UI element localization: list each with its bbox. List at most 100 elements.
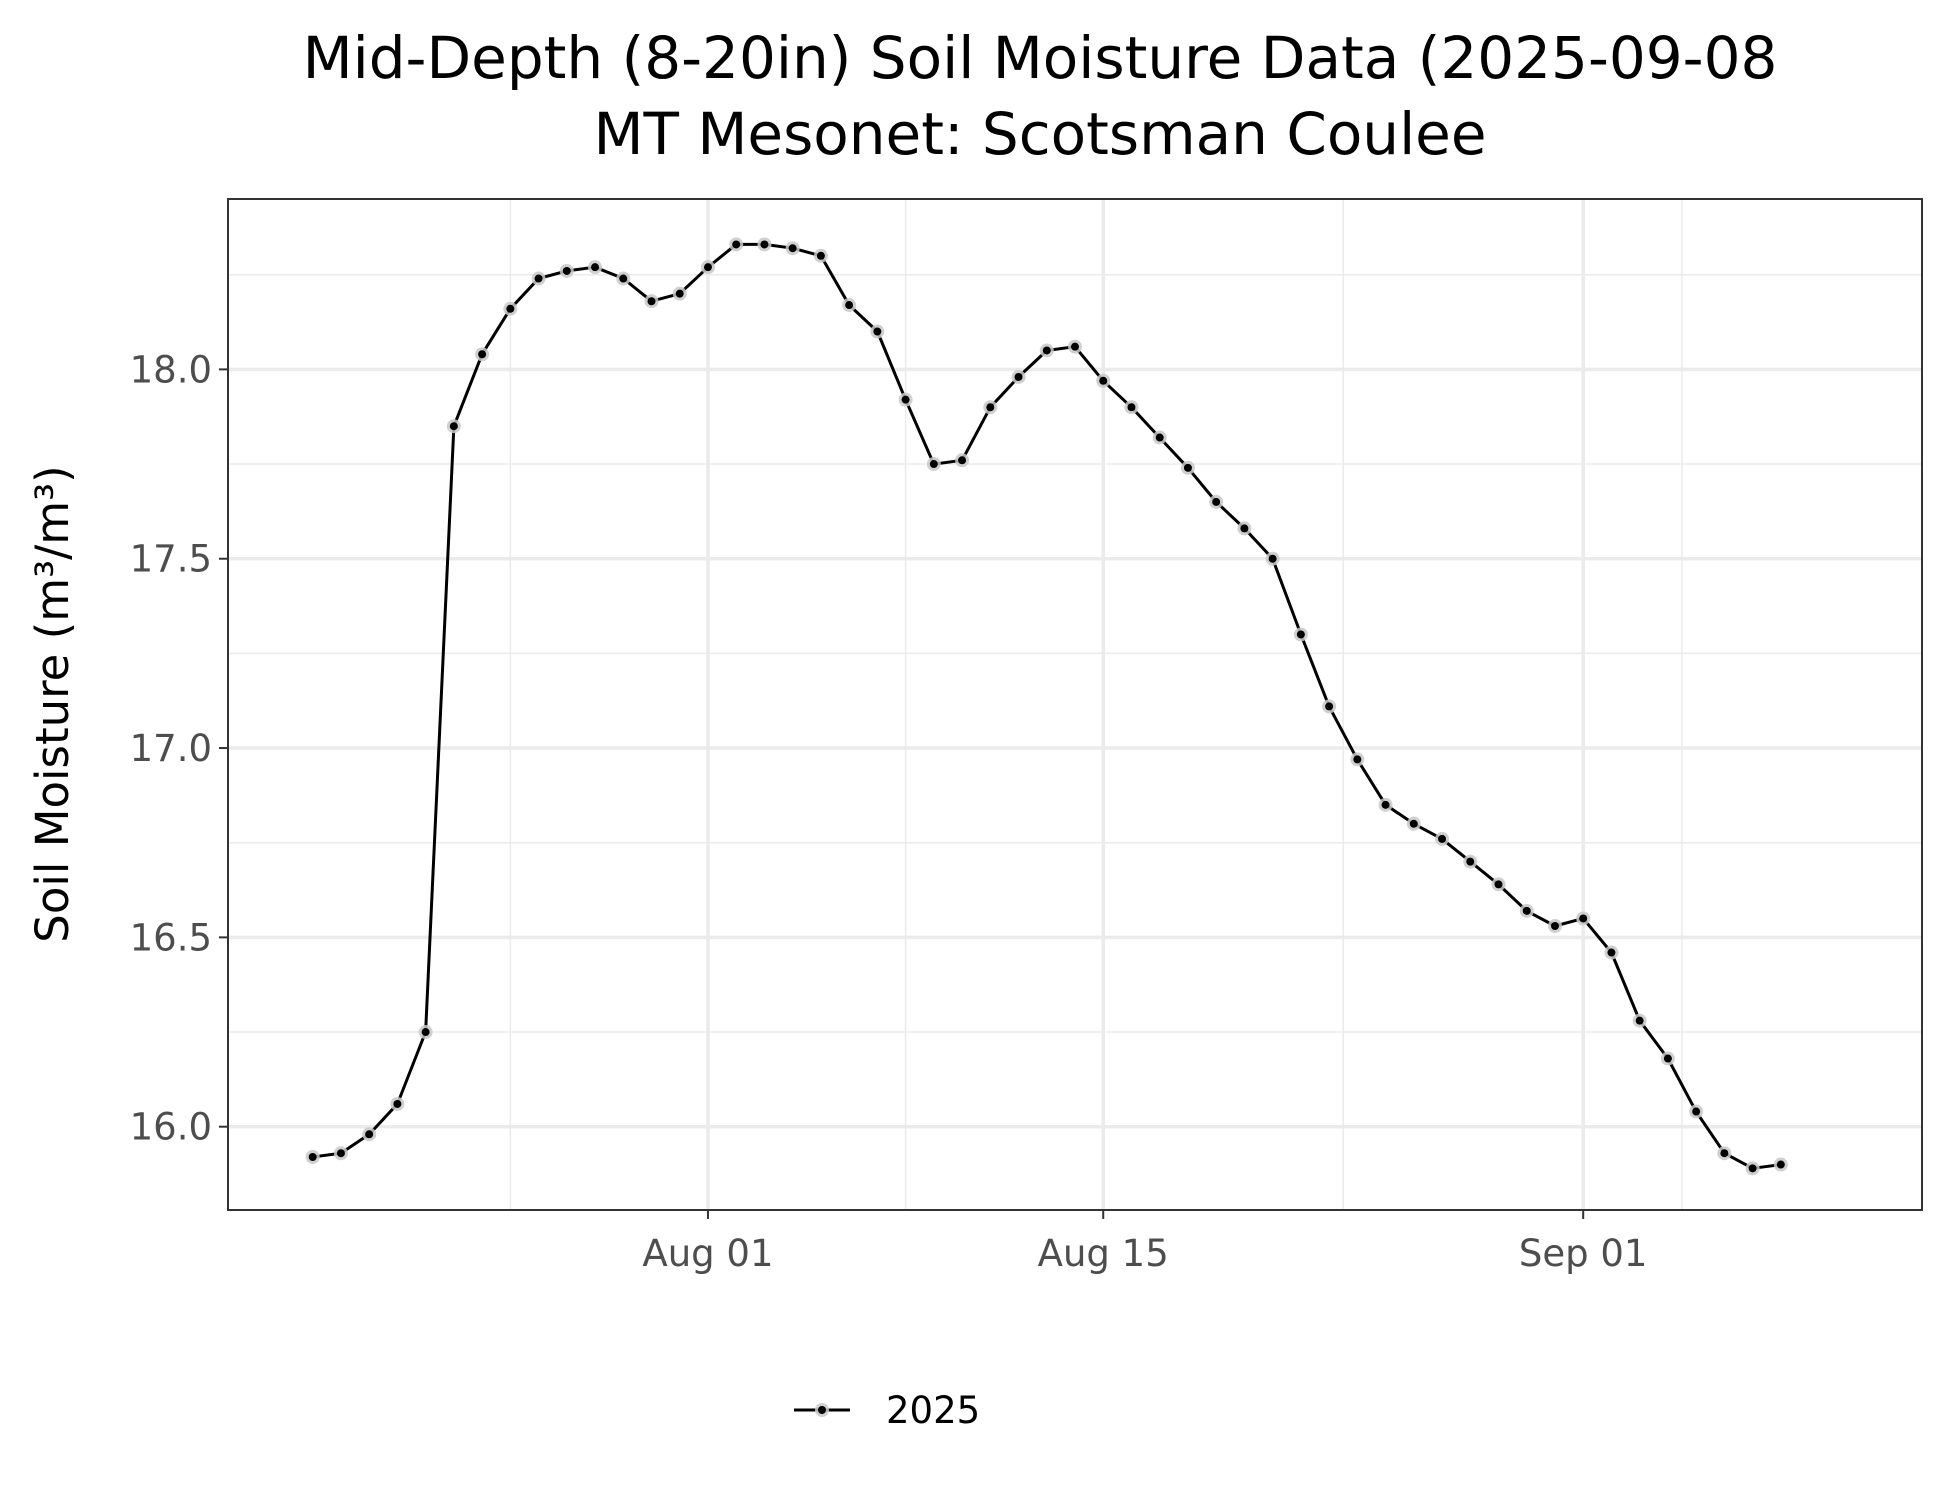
y-axis-title: Soil Moisture (m³/m³) <box>26 465 79 942</box>
data-point <box>983 400 998 415</box>
data-point <box>559 263 574 278</box>
data-point-marker <box>421 1028 430 1037</box>
data-point <box>1745 1161 1760 1176</box>
data-point-marker <box>901 395 910 404</box>
data-point-marker <box>393 1099 402 1108</box>
data-point <box>1491 877 1506 892</box>
data-point <box>926 457 941 472</box>
data-point-marker <box>845 301 854 310</box>
data-point-marker <box>1381 800 1390 809</box>
x-tick-label: Aug 15 <box>1038 1232 1169 1275</box>
data-point <box>757 237 772 252</box>
data-point-marker <box>929 460 938 469</box>
series-line-2025 <box>312 242 1781 1170</box>
data-point <box>1547 919 1562 934</box>
data-point-marker <box>365 1130 374 1139</box>
data-point <box>1322 699 1337 714</box>
data-point <box>305 1149 320 1164</box>
data-point-marker <box>732 240 741 249</box>
data-point-marker <box>1099 376 1108 385</box>
data-point-marker <box>1748 1164 1757 1173</box>
data-point <box>898 392 913 407</box>
data-point <box>1689 1104 1704 1119</box>
data-point <box>390 1096 405 1111</box>
data-point-marker <box>1663 1054 1672 1063</box>
data-point-marker <box>1607 948 1616 957</box>
data-point <box>842 298 857 313</box>
data-point-marker <box>647 297 656 306</box>
data-point-marker <box>1720 1149 1729 1158</box>
data-point-marker <box>958 456 967 465</box>
data-point <box>729 237 744 252</box>
data-point-marker <box>1325 702 1334 711</box>
data-point <box>1265 551 1280 566</box>
data-point <box>531 271 546 286</box>
data-point <box>475 347 490 362</box>
data-point <box>616 271 631 286</box>
data-point-marker <box>816 251 825 260</box>
data-point <box>955 453 970 468</box>
legend-label: 2025 <box>886 1389 980 1432</box>
data-point <box>1068 339 1082 354</box>
data-point <box>1209 494 1224 509</box>
data-point <box>1124 400 1139 415</box>
data-point <box>1773 1157 1788 1172</box>
data-point-marker <box>1268 554 1277 563</box>
x-tick-label: Sep 01 <box>1519 1232 1648 1275</box>
y-tick-label: 17.5 <box>130 538 212 581</box>
legend: 2025 <box>794 1389 980 1432</box>
data-point-marker <box>308 1152 317 1161</box>
panel-border <box>227 198 1923 1211</box>
x-tick-label: Aug 01 <box>642 1232 773 1275</box>
y-tick-label: 16.5 <box>130 916 212 959</box>
grid-lines <box>228 199 1922 1210</box>
data-point <box>1350 752 1365 767</box>
axis-ticks: 16.0 16.5 17.0 17.5 18.0 Aug 01 Aug 15 Sep 01 <box>130 348 1648 1275</box>
data-point <box>1237 521 1252 536</box>
data-point-marker <box>675 289 684 298</box>
data-point-marker <box>1042 346 1051 355</box>
data-point-marker <box>449 422 458 431</box>
data-point <box>503 301 518 316</box>
data-point-marker <box>1183 463 1192 472</box>
data-point <box>1293 627 1308 642</box>
data-point <box>813 248 828 263</box>
data-point-marker <box>1127 403 1136 412</box>
data-point <box>1378 797 1393 812</box>
data-point <box>1406 816 1421 831</box>
data-point-marker <box>534 274 543 283</box>
data-point <box>1152 430 1167 445</box>
data-point <box>1463 854 1478 869</box>
data-point-marker <box>1579 914 1588 923</box>
data-point <box>1435 831 1450 846</box>
y-tick-label: 18.0 <box>130 348 212 391</box>
data-point-marker <box>1409 819 1418 828</box>
data-point-marker <box>1240 524 1249 533</box>
data-point <box>1096 373 1111 388</box>
data-point-marker <box>619 274 628 283</box>
data-point <box>1039 343 1054 358</box>
data-series <box>305 237 1788 1176</box>
data-point <box>785 241 800 256</box>
y-tick-label: 16.0 <box>130 1106 212 1149</box>
data-point-marker <box>478 350 487 359</box>
data-point-marker <box>591 263 600 272</box>
data-point <box>644 294 659 309</box>
data-point <box>870 324 885 339</box>
data-point <box>418 1025 433 1040</box>
data-point-marker <box>703 263 712 272</box>
y-tick-label: 17.0 <box>130 727 212 770</box>
data-point <box>362 1127 377 1142</box>
data-point-marker <box>1776 1160 1785 1169</box>
data-point <box>1632 1013 1647 1028</box>
data-point-marker <box>986 403 995 412</box>
data-point <box>1180 460 1195 475</box>
data-point <box>446 419 461 434</box>
data-point <box>333 1146 348 1161</box>
data-point-marker <box>1692 1107 1701 1116</box>
data-point-marker <box>506 304 515 313</box>
data-point-marker <box>760 240 769 249</box>
data-point-marker <box>336 1149 345 1158</box>
chart-title: Mid-Depth (8-20in) Soil Moisture Data (2… <box>303 24 1778 92</box>
data-point-marker <box>1466 857 1475 866</box>
